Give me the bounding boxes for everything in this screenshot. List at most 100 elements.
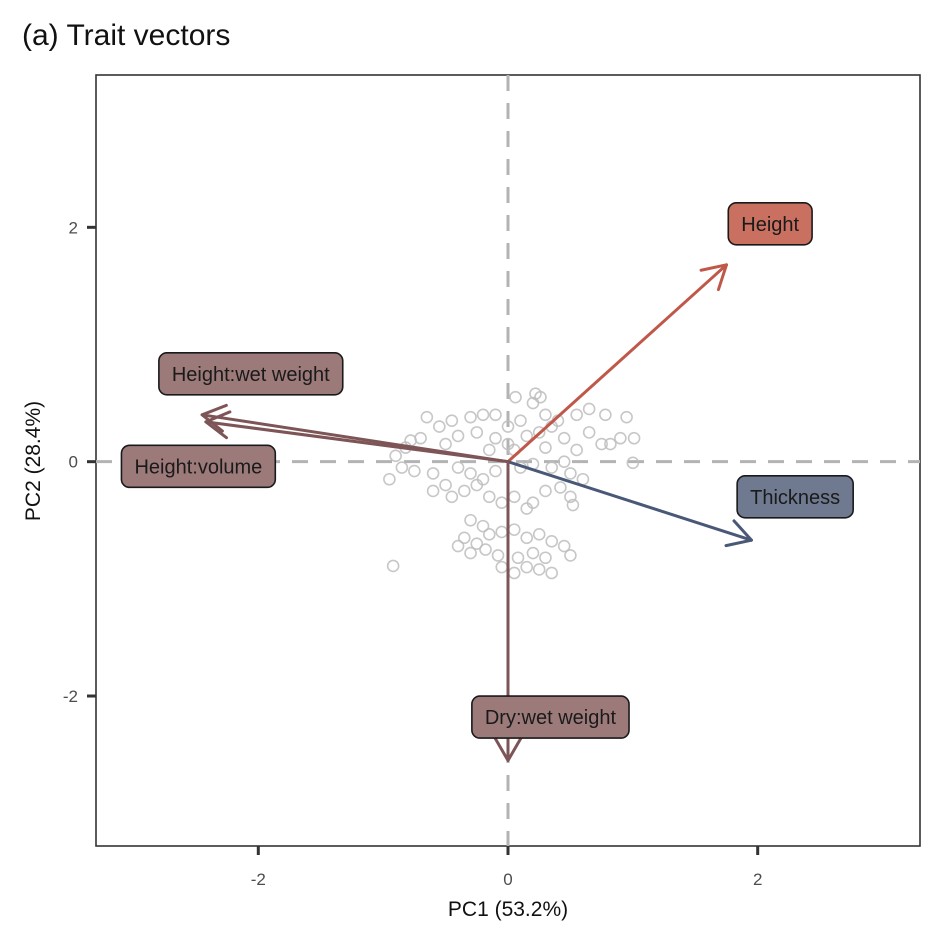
data-point xyxy=(489,408,502,422)
data-point xyxy=(545,461,558,474)
y-axis: -2 0 2 xyxy=(63,218,96,706)
data-point xyxy=(604,437,617,451)
trait-labels: Height Thickness Height:wet weight Height:v… xyxy=(120,202,854,739)
trait-label-box xyxy=(158,351,344,396)
y-tick-label: 2 xyxy=(69,218,78,237)
data-point xyxy=(482,443,496,457)
data-point xyxy=(545,566,558,580)
x-tick-label: 0 xyxy=(503,870,512,889)
data-point xyxy=(458,531,471,545)
x-tick-label: 2 xyxy=(753,870,762,889)
x-tick-label: -2 xyxy=(251,870,266,889)
data-point xyxy=(476,408,490,422)
data-point xyxy=(451,429,465,443)
data-point xyxy=(509,390,522,404)
data-point xyxy=(564,549,577,562)
data-point xyxy=(520,560,534,574)
x-axis: -2 0 2 xyxy=(251,846,762,889)
data-point xyxy=(426,484,440,498)
data-point xyxy=(520,502,534,515)
data-point xyxy=(439,437,452,451)
data-point xyxy=(520,531,534,545)
data-point xyxy=(582,402,596,416)
data-point xyxy=(557,455,571,468)
data-point xyxy=(395,461,409,474)
data-point xyxy=(389,449,402,463)
data-point xyxy=(426,467,440,480)
trait-label: Height:wet weight xyxy=(158,351,344,396)
trait-label-text: Height:volume xyxy=(134,456,262,478)
x-axis-title: PC1 (53.2%) xyxy=(448,898,568,921)
data-point xyxy=(451,539,465,553)
data-point xyxy=(445,414,459,427)
data-point xyxy=(464,546,477,560)
data-point xyxy=(532,563,546,576)
data-point xyxy=(582,426,596,439)
data-point xyxy=(489,431,502,445)
data-point xyxy=(439,478,452,492)
data-point xyxy=(482,528,496,541)
data-point xyxy=(458,484,471,498)
trait-label-box xyxy=(471,695,630,739)
y-tick-label: 0 xyxy=(69,453,78,472)
y-tick-label: -2 xyxy=(63,687,78,706)
data-point xyxy=(470,478,484,492)
data-point xyxy=(539,484,552,498)
data-point xyxy=(626,456,640,470)
data-point xyxy=(566,498,580,512)
trait-label-box xyxy=(727,202,813,246)
data-point xyxy=(595,437,608,451)
data-point xyxy=(451,461,465,474)
trait-label: Height:volume xyxy=(120,444,277,489)
trait-label-box xyxy=(736,475,854,519)
data-point xyxy=(526,546,540,560)
data-point xyxy=(464,467,477,480)
data-point xyxy=(564,490,577,504)
data-point xyxy=(470,426,484,439)
trait-label: Dry:wet weight xyxy=(471,695,630,739)
trait-vector xyxy=(204,410,510,464)
vector-arrowhead xyxy=(200,403,228,433)
vector-arrowhead xyxy=(699,263,728,292)
data-point xyxy=(554,481,567,494)
trait-label-text: Height:wet weight xyxy=(172,364,330,386)
data-point xyxy=(557,539,571,553)
data-point xyxy=(501,420,515,433)
data-point xyxy=(514,414,527,427)
data-point xyxy=(557,431,571,445)
data-point xyxy=(491,549,505,562)
trait-vector xyxy=(506,460,753,548)
data-point xyxy=(489,464,502,478)
reference-lines xyxy=(96,75,920,846)
data-point xyxy=(614,431,627,445)
data-point xyxy=(539,441,552,454)
vector-shaft xyxy=(506,460,753,542)
trait-label-box xyxy=(120,444,277,489)
data-point xyxy=(570,443,583,457)
data-point xyxy=(627,431,641,445)
trait-vector xyxy=(506,263,728,464)
data-point xyxy=(599,408,612,422)
data-point xyxy=(532,528,546,541)
data-point xyxy=(570,408,583,422)
data-point xyxy=(445,490,459,504)
data-point xyxy=(408,464,421,478)
vector-arrowhead xyxy=(493,736,523,762)
vector-arrowhead xyxy=(724,519,753,548)
data-point xyxy=(433,420,446,433)
data-point xyxy=(526,396,540,410)
data-point xyxy=(386,559,400,573)
data-point xyxy=(464,410,477,424)
trait-label-text: Height xyxy=(741,214,799,236)
y-axis-title: PC2 (28.4%) xyxy=(22,401,45,521)
vector-shaft xyxy=(204,420,510,464)
vector-shaft xyxy=(506,263,728,464)
data-point xyxy=(511,551,525,565)
data-point xyxy=(545,535,558,548)
data-point xyxy=(520,429,534,443)
chart-title: (a) Trait vectors xyxy=(22,19,230,52)
data-point xyxy=(482,490,496,504)
data-point xyxy=(479,543,492,556)
data-point xyxy=(464,513,477,527)
